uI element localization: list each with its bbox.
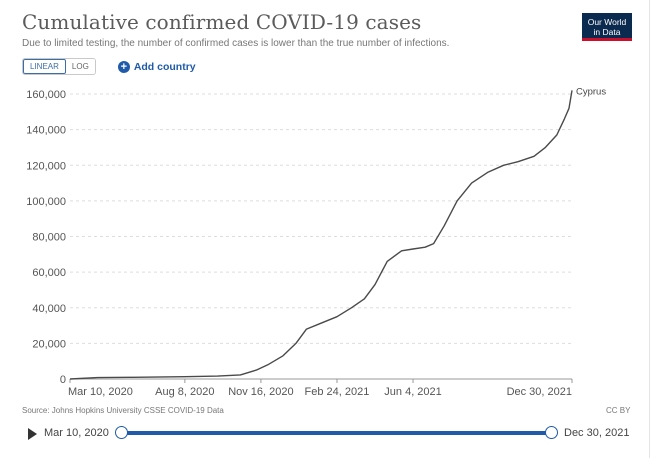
chart-subtitle: Due to limited testing, the number of co… (22, 38, 450, 49)
y-tick-label: 80,000 (32, 232, 66, 244)
y-tick-label: 0 (60, 374, 66, 386)
y-tick-label: 140,000 (26, 125, 66, 137)
linear-scale-button[interactable]: LINEAR (23, 59, 66, 74)
y-tick-label: 160,000 (26, 89, 66, 101)
y-tick-label: 20,000 (32, 338, 66, 350)
timeline: Mar 10, 2020 Dec 30, 2021 (22, 424, 642, 444)
source-note[interactable]: Source: Johns Hopkins University CSSE CO… (22, 406, 224, 415)
x-tick-label: Mar 10, 2020 (68, 386, 133, 398)
license-label[interactable]: CC BY (606, 406, 631, 415)
play-icon[interactable] (28, 428, 37, 440)
x-tick-label: Feb 24, 2021 (305, 386, 370, 398)
x-tick-label: Jun 4, 2021 (384, 386, 442, 398)
chart-title: Cumulative confirmed COVID-19 cases (22, 10, 422, 34)
add-country-label: Add country (133, 60, 196, 73)
series-line-cyprus (69, 90, 573, 380)
owid-logo[interactable]: Our World in Data (582, 13, 632, 41)
line-chart: 0 20,000 40,000 60,000 80,000 100,000 120,000 1… (26, 86, 606, 398)
add-country-button[interactable]: + Add country (117, 60, 196, 73)
timeline-start-handle[interactable] (115, 426, 128, 439)
series-label: Cyprus (576, 86, 606, 97)
logo-line-1: Our World (587, 17, 627, 27)
timeline-end-handle[interactable] (545, 426, 558, 439)
y-tick-label: 40,000 (32, 303, 66, 315)
plus-circle-icon: + (117, 60, 130, 73)
x-tick-label: Dec 30, 2021 (507, 386, 572, 398)
timeline-start-label: Mar 10, 2020 (44, 427, 109, 439)
timeline-track[interactable] (122, 431, 552, 435)
scale-toggle: LINEAR LOG (22, 58, 96, 75)
log-scale-button[interactable]: LOG (65, 59, 95, 74)
timeline-end-label: Dec 30, 2021 (564, 427, 630, 439)
logo-line-2: in Data (593, 27, 621, 37)
x-tick-label: Nov 16, 2020 (228, 386, 293, 398)
y-tick-label: 100,000 (26, 196, 66, 208)
y-tick-label: 60,000 (32, 267, 66, 279)
chart-controls: LINEAR LOG + Add country (22, 58, 196, 75)
y-tick-label: 120,000 (26, 160, 66, 172)
x-tick-label: Aug 8, 2020 (155, 386, 214, 398)
